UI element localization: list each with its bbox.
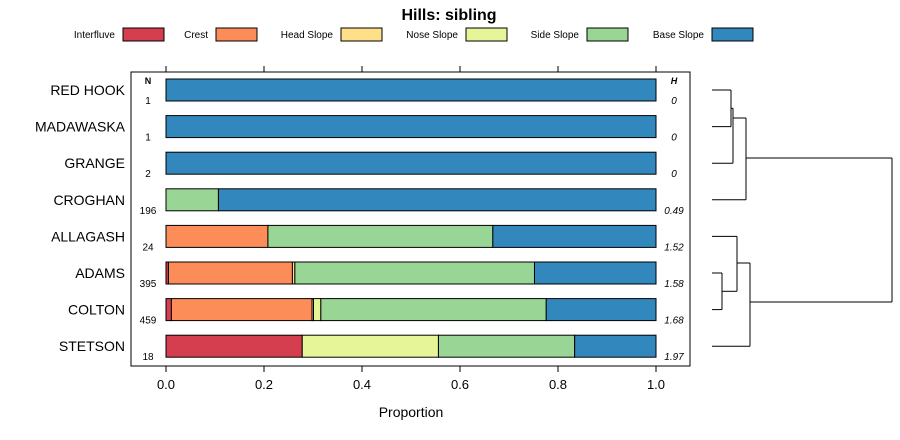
bar-segment-stetson-base-slope (574, 334, 657, 358)
bar-segment-colton-crest (170, 298, 313, 322)
h-value-allagash: 1.52 (664, 242, 684, 253)
legend-label-nose-slope: Nose Slope (406, 30, 458, 41)
bar-segment-grange-base-slope (165, 151, 657, 175)
n-value-allagash: 24 (142, 242, 154, 253)
h-value-grange: 0 (671, 169, 677, 180)
legend-label-base-slope: Base Slope (653, 30, 705, 41)
row-label-red-hook: RED HOOK (50, 82, 125, 98)
legend-swatch-base-slope (711, 27, 754, 42)
bar-segment-colton-nose-slope (312, 298, 322, 322)
bar-segment-madawaska-base-slope (165, 115, 657, 139)
n-value-adams: 395 (140, 279, 157, 290)
h-header: H (671, 76, 678, 86)
h-value-croghan: 0.49 (664, 206, 684, 217)
bar-segment-stetson-nose-slope (301, 334, 439, 358)
n-header: N (145, 76, 152, 86)
bar-segment-croghan-side-slope (165, 188, 219, 212)
legend-label-side-slope: Side Slope (531, 30, 580, 41)
x-axis: 0.0 0.2 0.4 0.6 0.8 1.0 (157, 66, 665, 392)
row-label-croghan: CROGHAN (53, 192, 125, 208)
bar-segment-croghan-base-slope (217, 188, 657, 212)
h-value-madawaska: 0 (671, 133, 677, 144)
row-label-madawaska: MADAWASKA (35, 119, 126, 135)
h-value-red-hook: 0 (671, 96, 677, 107)
bar-segment-adams-crest (167, 261, 293, 285)
bar-segment-allagash-crest (165, 224, 269, 248)
dendrogram (712, 89, 893, 347)
bar-segment-colton-base-slope (545, 298, 657, 322)
bars (165, 78, 657, 358)
legend-swatch-crest (215, 27, 258, 42)
bar-segment-colton-side-slope (320, 298, 547, 322)
legend-label-crest: Crest (184, 30, 208, 41)
n-value-croghan: 196 (140, 206, 157, 217)
x-tick-label: 0.2 (255, 377, 273, 392)
bar-segment-red-hook-base-slope (165, 78, 657, 102)
x-tick-label: 0.0 (157, 377, 175, 392)
x-axis-label: Proportion (379, 404, 444, 420)
plot-frame (130, 71, 691, 367)
n-value-stetson: 18 (142, 352, 154, 363)
x-tick-label: 0.6 (451, 377, 469, 392)
h-value-colton: 1.68 (664, 316, 684, 327)
legend-swatch-nose-slope (465, 27, 508, 42)
bar-segment-allagash-side-slope (267, 224, 494, 248)
n-value-red-hook: 1 (145, 96, 151, 107)
chart-title: Hills: sibling (401, 7, 496, 24)
bar-segment-adams-side-slope (294, 261, 535, 285)
h-value-adams: 1.58 (664, 279, 684, 290)
x-tick-label: 1.0 (647, 377, 665, 392)
legend: Interfluve Crest Head Slope Nose Slope Side … (74, 27, 754, 42)
n-value-grange: 2 (145, 169, 151, 180)
x-tick-label: 0.8 (549, 377, 567, 392)
legend-swatch-interfluve (122, 27, 165, 42)
row-label-stetson: STETSON (59, 338, 125, 354)
x-tick-label: 0.4 (353, 377, 371, 392)
legend-swatch-side-slope (586, 27, 629, 42)
bar-segment-stetson-side-slope (437, 334, 576, 358)
h-values: 0 0 0 0.49 1.52 1.58 1.68 1.97 (664, 96, 684, 363)
row-labels: RED HOOK MADAWASKA GRANGE CROGHAN ALLAGASH AD… (35, 82, 126, 354)
legend-label-interfluve: Interfluve (74, 30, 116, 41)
row-label-allagash: ALLAGASH (51, 228, 125, 244)
row-label-grange: GRANGE (64, 155, 125, 171)
legend-swatch-head-slope (340, 27, 383, 42)
bar-segment-allagash-base-slope (492, 224, 657, 248)
n-value-colton: 459 (140, 316, 157, 327)
bar-segment-stetson-interfluve (165, 334, 303, 358)
h-value-stetson: 1.97 (664, 352, 684, 363)
n-value-madawaska: 1 (145, 133, 151, 144)
row-label-colton: COLTON (68, 302, 125, 318)
legend-label-head-slope: Head Slope (281, 30, 334, 41)
row-label-adams: ADAMS (75, 265, 125, 281)
n-values: 1 1 2 196 24 395 459 18 (140, 96, 157, 363)
bar-segment-adams-base-slope (533, 261, 657, 285)
bar-segment-colton-interfluve (165, 298, 172, 322)
